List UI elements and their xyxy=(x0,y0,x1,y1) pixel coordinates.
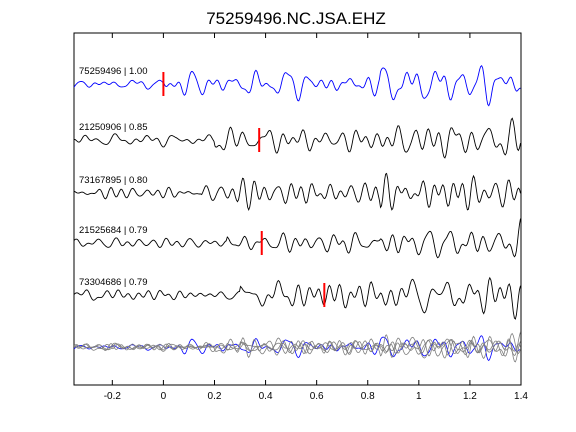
chart-title: 75259496.NC.JSA.EHZ xyxy=(206,9,386,28)
trace-line-75259496 xyxy=(73,64,521,107)
x-tick-label-6: 1 xyxy=(416,391,422,402)
trace-label-21250906: 21250906 | 0.85 xyxy=(79,122,148,133)
trace-line-21250906 xyxy=(74,117,521,159)
picks-layer xyxy=(162,72,326,307)
x-axis: -0.2 0 0.2 0.4 0.6 0.8 1 1.2 1.4 xyxy=(104,33,528,402)
labels-layer: 75259496 | 1.00 21250906 | 0.85 73167895 |… xyxy=(79,66,148,288)
trace-label-75259496: 75259496 | 1.00 xyxy=(79,66,148,77)
x-tick-label-3: 0.4 xyxy=(259,391,273,402)
trace-label-73167895: 73167895 | 0.80 xyxy=(79,175,148,186)
overlay-line-75259496 xyxy=(73,335,521,362)
overlay-line-73167895 xyxy=(73,334,521,359)
overlay-line-73304686 xyxy=(73,335,521,363)
x-tick-label-4: 0.6 xyxy=(310,391,324,402)
trace-line-73304686 xyxy=(73,276,521,320)
x-tick-label-8: 1.4 xyxy=(514,391,528,402)
trace-line-73167895 xyxy=(73,172,521,212)
plot-area xyxy=(73,32,522,386)
x-tick-label-5: 0.8 xyxy=(361,391,375,402)
traces-layer xyxy=(73,64,521,320)
trace-label-21525684: 21525684 | 0.79 xyxy=(79,225,148,236)
overlay-line-21250906 xyxy=(74,333,521,359)
x-tick-label-2: 0.2 xyxy=(208,391,222,402)
trace-label-73304686: 73304686 | 0.79 xyxy=(79,277,148,288)
x-tick-label-1: 0 xyxy=(161,391,167,402)
x-tick-label-0: -0.2 xyxy=(104,391,122,402)
overlay-line-21525684 xyxy=(73,331,521,357)
overlay-layer xyxy=(73,331,521,363)
trace-line-21525684 xyxy=(73,218,521,259)
x-tick-label-7: 1.2 xyxy=(463,391,477,402)
